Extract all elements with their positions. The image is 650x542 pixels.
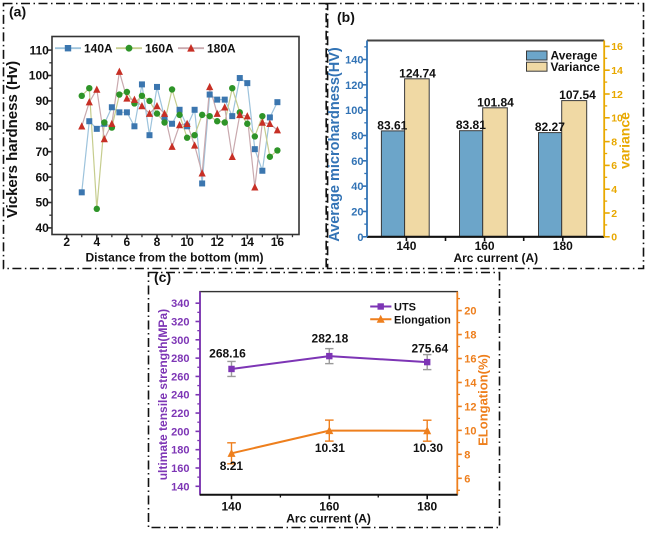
svg-text:12: 12	[211, 235, 225, 249]
svg-text:140A: 140A	[84, 42, 113, 56]
svg-text:160: 160	[171, 463, 189, 475]
svg-text:180: 180	[553, 239, 573, 253]
svg-text:20: 20	[351, 207, 363, 219]
svg-text:340: 340	[171, 298, 189, 310]
svg-text:Average: Average	[551, 49, 598, 63]
svg-text:268.16: 268.16	[209, 347, 246, 361]
svg-text:14: 14	[464, 378, 477, 390]
svg-text:8: 8	[464, 449, 470, 461]
svg-text:10.31: 10.31	[315, 441, 345, 455]
svg-text:ELongation(%): ELongation(%)	[476, 354, 491, 446]
svg-text:83.81: 83.81	[456, 118, 486, 132]
svg-text:40: 40	[351, 181, 363, 193]
svg-text:101.84: 101.84	[477, 95, 514, 109]
svg-text:2: 2	[63, 235, 70, 249]
svg-text:260: 260	[171, 371, 189, 383]
svg-text:Average microhardness(HV): Average microhardness(HV)	[327, 47, 343, 242]
svg-text:83.61: 83.61	[377, 118, 407, 132]
svg-text:12: 12	[464, 401, 476, 413]
svg-text:100: 100	[345, 105, 363, 117]
svg-text:Variance: Variance	[551, 60, 601, 74]
svg-text:16: 16	[464, 354, 476, 366]
svg-text:Arc current (A): Arc current (A)	[453, 251, 538, 265]
svg-text:124.74: 124.74	[399, 66, 436, 80]
svg-text:80: 80	[351, 131, 363, 143]
svg-text:140: 140	[171, 481, 189, 493]
svg-text:180A: 180A	[207, 42, 236, 56]
svg-text:12: 12	[611, 89, 623, 101]
svg-text:140: 140	[396, 239, 416, 253]
svg-text:40: 40	[35, 221, 49, 235]
svg-text:Elongation: Elongation	[394, 314, 451, 326]
svg-text:300: 300	[171, 335, 189, 347]
svg-text:180: 180	[417, 500, 437, 514]
svg-text:Vickers hardness (Hv): Vickers hardness (Hv)	[4, 61, 21, 218]
svg-text:240: 240	[171, 390, 189, 402]
svg-text:14: 14	[241, 235, 255, 249]
svg-text:140: 140	[345, 55, 363, 67]
svg-text:ultimate tensile strength(MPa): ultimate tensile strength(MPa)	[156, 309, 170, 480]
svg-text:Distance from the bottom (mm): Distance from the bottom (mm)	[85, 251, 263, 265]
svg-text:80: 80	[35, 120, 49, 134]
svg-text:20: 20	[464, 306, 476, 318]
svg-text:320: 320	[171, 317, 189, 329]
svg-text:160A: 160A	[145, 42, 174, 56]
svg-text:UTS: UTS	[394, 302, 416, 314]
svg-text:0: 0	[611, 232, 617, 244]
svg-text:200: 200	[171, 426, 189, 438]
svg-text:16: 16	[611, 41, 623, 53]
svg-text:10.30: 10.30	[413, 441, 443, 455]
svg-text:220: 220	[171, 408, 189, 420]
svg-text:120: 120	[345, 80, 363, 92]
svg-text:107.54: 107.54	[559, 88, 596, 102]
svg-text:110: 110	[29, 43, 49, 57]
svg-text:180: 180	[171, 445, 189, 457]
svg-text:60: 60	[351, 156, 363, 168]
svg-text:280: 280	[171, 353, 189, 365]
svg-text:100: 100	[29, 69, 49, 83]
svg-text:6: 6	[124, 235, 131, 249]
svg-text:10: 10	[180, 235, 194, 249]
svg-text:160: 160	[475, 239, 495, 253]
svg-text:70: 70	[35, 145, 49, 159]
svg-text:8.21: 8.21	[220, 459, 244, 473]
svg-text:140: 140	[221, 500, 241, 514]
svg-text:variance: variance	[617, 112, 633, 169]
svg-text:2: 2	[611, 208, 617, 220]
svg-text:8: 8	[154, 235, 161, 249]
svg-text:282.18: 282.18	[312, 332, 349, 346]
svg-text:10: 10	[464, 425, 476, 437]
svg-text:Arc current (A): Arc current (A)	[286, 512, 371, 526]
svg-text:50: 50	[35, 196, 49, 210]
svg-text:(c): (c)	[154, 269, 171, 285]
svg-text:6: 6	[611, 160, 617, 172]
svg-text:6: 6	[464, 473, 470, 485]
svg-text:160: 160	[319, 500, 339, 514]
svg-text:(a): (a)	[9, 4, 26, 20]
svg-text:4: 4	[93, 235, 100, 249]
svg-text:16: 16	[271, 235, 285, 249]
svg-text:90: 90	[35, 94, 49, 108]
svg-text:8: 8	[611, 136, 617, 148]
svg-text:82.27: 82.27	[535, 120, 565, 134]
svg-text:60: 60	[35, 170, 49, 184]
svg-text:10: 10	[611, 113, 623, 125]
svg-text:(b): (b)	[337, 9, 355, 25]
svg-text:18: 18	[464, 330, 476, 342]
svg-text:4: 4	[611, 184, 617, 196]
svg-text:0: 0	[357, 232, 363, 244]
svg-text:275.64: 275.64	[411, 342, 448, 356]
svg-text:14: 14	[611, 65, 623, 77]
